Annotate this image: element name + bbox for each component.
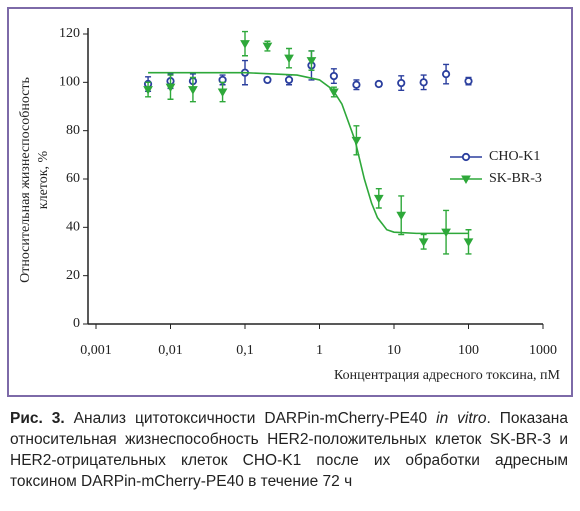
point: [373, 194, 384, 204]
point: [306, 57, 317, 66]
point: [262, 42, 273, 52]
point: [284, 54, 294, 64]
y-axis-label: Относительная жизнеспособность: [18, 77, 33, 283]
point: [419, 78, 428, 87]
point: [464, 77, 473, 86]
point: [397, 78, 406, 88]
x-tick-label: 1000: [529, 343, 557, 358]
point: [143, 86, 153, 95]
point: [188, 86, 198, 95]
x-tick-label: 10: [387, 343, 401, 358]
legend-label: CHO-K1: [489, 149, 540, 164]
point: [329, 71, 338, 81]
point: [217, 88, 228, 98]
point: [351, 136, 362, 146]
caption: Рис. 3. Анализ цитотоксичности DARPin-mC…: [10, 408, 568, 492]
point: [441, 228, 451, 238]
y-axis-label: клеток, %: [36, 150, 51, 209]
point: [463, 238, 474, 247]
x-tick-label: 100: [458, 343, 479, 358]
fit-line: [148, 71, 469, 235]
caption-text: Анализ цитотоксичности DARPin-mCherry-PE…: [64, 410, 437, 427]
point: [240, 40, 250, 49]
point: [418, 238, 429, 247]
chart: Концентрация адресного токсина, пМ Относ…: [7, 7, 573, 397]
x-tick-label: 0,001: [80, 343, 112, 358]
point: [352, 80, 361, 89]
y-tick-label: 60: [66, 171, 80, 186]
y-tick-label: 100: [59, 75, 80, 90]
y-tick-label: 80: [66, 123, 80, 138]
point: [329, 88, 339, 98]
caption-label: Рис. 3.: [10, 410, 65, 427]
point: [374, 79, 383, 89]
caption-text: . Показана относительная жизнеспособност…: [10, 410, 568, 490]
y-tick-label: 120: [59, 26, 80, 41]
x-axis-label: Концентрация адресного токсина, пМ: [334, 368, 561, 383]
frame: [7, 7, 573, 397]
point: [396, 211, 407, 221]
y-tick-label: 0: [73, 316, 80, 331]
point: [284, 75, 294, 85]
x-tick-label: 1: [316, 343, 323, 358]
y-tick-label: 20: [66, 268, 80, 283]
legend-label: SK-BR-3: [489, 171, 542, 186]
legend-marker: [461, 175, 471, 185]
legend-marker: [461, 152, 471, 162]
point: [165, 83, 176, 93]
caption-italic: in vitro: [436, 410, 487, 427]
point: [263, 75, 272, 85]
x-tick-label: 0,1: [236, 343, 254, 358]
y-tick-label: 40: [66, 220, 80, 235]
point: [441, 70, 451, 79]
x-tick-label: 0,01: [158, 343, 183, 358]
